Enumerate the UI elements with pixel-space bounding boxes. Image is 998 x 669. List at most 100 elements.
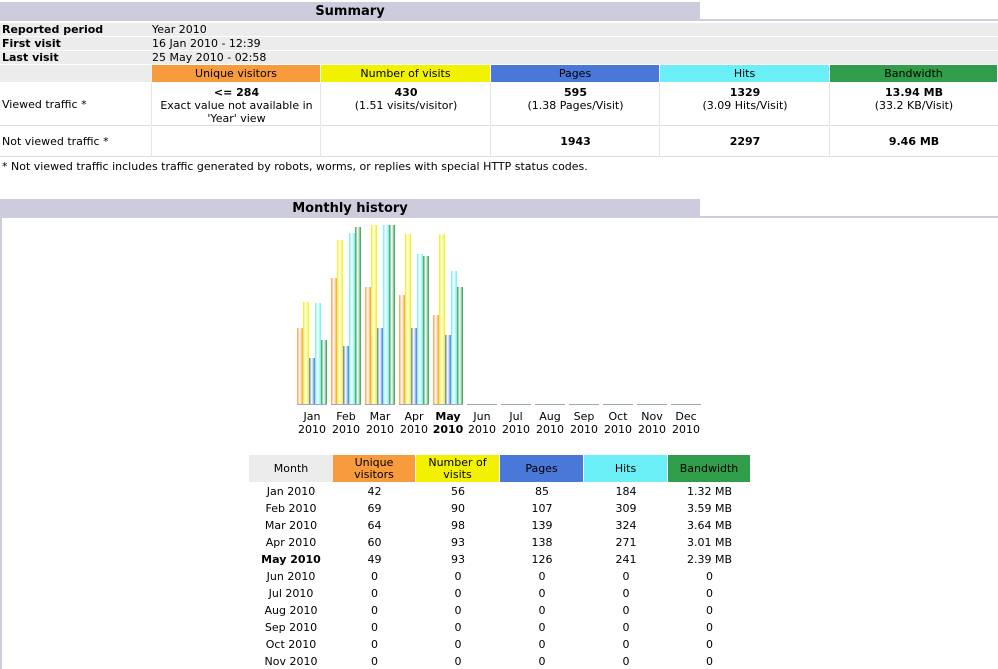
month-cell: Jun 2010 — [266, 570, 316, 583]
bar — [383, 225, 389, 405]
traffic-row — [0, 83, 998, 126]
traffic-label: Viewed traffic * — [2, 98, 87, 111]
x-tick-label: Jan 2010 — [298, 410, 326, 436]
bar — [439, 234, 445, 405]
table-cell: 93 — [451, 536, 465, 549]
baseline-tick — [331, 404, 361, 405]
baseline-tick — [365, 404, 395, 405]
frame-left — [0, 218, 2, 669]
table-header: Hits — [584, 455, 667, 482]
x-tick-label: Apr 2010 — [400, 410, 428, 436]
table-cell: 0 — [706, 621, 713, 634]
x-tick-label: Jun 2010 — [468, 410, 496, 436]
table-cell: 0 — [538, 621, 546, 634]
info-row — [0, 37, 998, 50]
traffic-main: 1329 — [729, 86, 761, 99]
table-cell: 0 — [622, 587, 630, 600]
table-cell: 69 — [367, 502, 382, 515]
column-header: Number of visits — [321, 65, 490, 82]
bar — [377, 327, 383, 405]
table-cell: 0 — [706, 604, 713, 617]
table-cell: 0 — [706, 570, 713, 583]
info-label: Reported period — [2, 23, 104, 36]
section-header: Monthly history — [0, 199, 700, 218]
baseline-tick — [569, 404, 599, 405]
table-cell: 0 — [622, 604, 630, 617]
bar — [337, 239, 343, 405]
table-cell: 0 — [454, 621, 462, 634]
cell-divider — [151, 83, 152, 126]
month-cell: Aug 2010 — [264, 604, 318, 617]
table-header: Unique visitors — [333, 455, 415, 482]
table-cell: 0 — [538, 587, 546, 600]
info-value: 25 May 2010 - 02:58 — [152, 51, 267, 64]
footnote: * Not viewed traffic includes traffic ge… — [2, 160, 588, 173]
column-header: Pages — [491, 65, 659, 82]
x-tick-label: May 2010 — [432, 410, 464, 436]
table-cell: 0 — [622, 570, 630, 583]
cell-divider — [151, 127, 152, 157]
table-cell: 0 — [706, 587, 713, 600]
table-cell: 309 — [615, 502, 637, 515]
bar — [405, 234, 411, 405]
table-cell: 0 — [454, 570, 462, 583]
table-cell: 139 — [531, 519, 553, 532]
table-cell: 0 — [538, 604, 546, 617]
table-cell: 56 — [451, 485, 465, 498]
bar — [349, 233, 355, 405]
section-header: Summary — [0, 2, 700, 21]
header-row-bg — [0, 65, 152, 82]
baseline-tick — [671, 404, 701, 405]
bar — [433, 315, 439, 405]
info-label: Last visit — [2, 51, 59, 64]
bar — [399, 294, 405, 405]
cell-divider — [659, 127, 660, 157]
bar — [457, 286, 463, 405]
bar — [355, 227, 361, 405]
table-cell: 0 — [538, 655, 546, 668]
bar — [417, 254, 423, 405]
table-cell: 0 — [622, 621, 630, 634]
table-cell: 90 — [451, 502, 465, 515]
table-cell: 93 — [451, 553, 465, 566]
traffic-main: 9.46 MB — [888, 135, 940, 148]
traffic-label: Not viewed traffic * — [2, 135, 109, 148]
table-cell: 0 — [371, 638, 378, 651]
cell-divider — [659, 83, 660, 126]
baseline-tick — [535, 404, 565, 405]
traffic-row — [0, 127, 998, 157]
traffic-main: 430 — [394, 86, 418, 99]
table-cell: 126 — [531, 553, 553, 566]
table-cell: 3.01 MB — [686, 536, 733, 549]
table-header: Bandwidth — [668, 455, 750, 482]
bar — [343, 345, 349, 405]
traffic-sub: (3.09 Hits/Visit) — [702, 99, 788, 112]
bar — [315, 302, 321, 405]
x-tick-label: Dec 2010 — [672, 410, 700, 436]
baseline-tick — [433, 404, 463, 405]
table-cell: 3.64 MB — [686, 519, 733, 532]
table-cell: 3.59 MB — [686, 502, 733, 515]
table-cell: 0 — [454, 655, 462, 668]
bar — [321, 339, 327, 405]
column-header: Hits — [660, 65, 829, 82]
bar — [445, 335, 451, 405]
table-cell: 0 — [622, 655, 630, 668]
bar — [451, 271, 457, 405]
table-cell: 271 — [615, 536, 637, 549]
month-cell: Mar 2010 — [264, 519, 318, 532]
table-cell: 0 — [454, 638, 462, 651]
bar — [411, 328, 417, 405]
month-cell: Oct 2010 — [265, 638, 317, 651]
cell-divider — [829, 83, 830, 126]
bar — [423, 256, 429, 405]
table-cell: 0 — [371, 621, 378, 634]
month-cell: Jan 2010 — [266, 485, 316, 498]
cell-divider — [320, 127, 321, 157]
table-cell: 0 — [371, 604, 378, 617]
month-header: Month — [249, 455, 333, 482]
baseline-tick — [603, 404, 633, 405]
table-cell: 0 — [454, 587, 462, 600]
x-tick-label: Nov 2010 — [638, 410, 666, 436]
